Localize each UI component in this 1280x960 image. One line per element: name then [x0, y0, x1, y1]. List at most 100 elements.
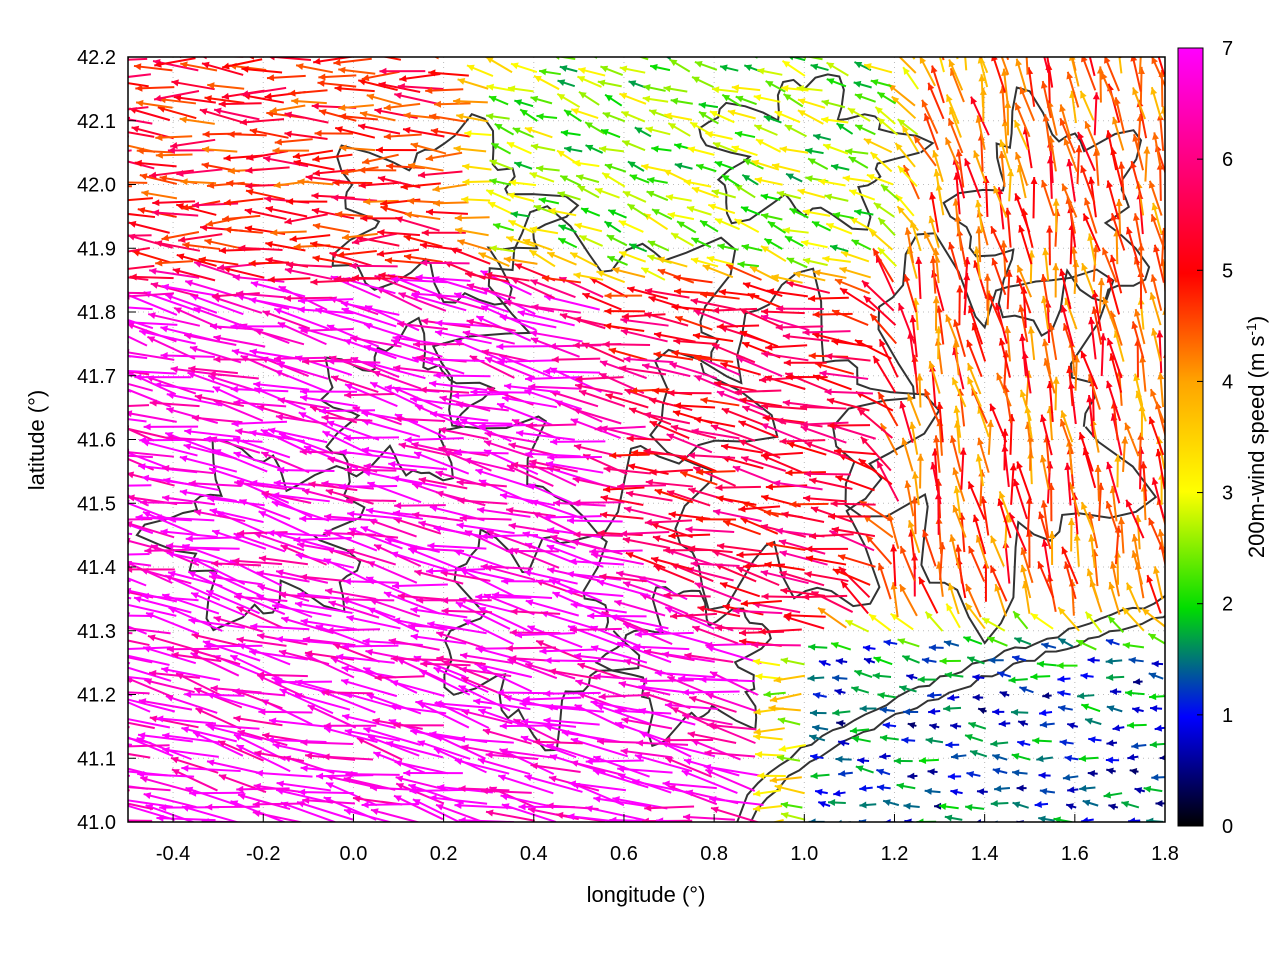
wind-arrow-head	[884, 818, 891, 822]
wind-arrow	[1128, 656, 1144, 664]
wind-arrow-head	[457, 735, 466, 743]
wind-arrow	[1056, 662, 1078, 670]
wind-arrow-shaft	[686, 567, 734, 582]
wind-arrow	[857, 757, 870, 765]
wind-arrow-head	[156, 715, 164, 723]
wind-arrow-head	[1036, 660, 1045, 668]
wind-arrow-head	[596, 704, 604, 711]
wind-arrow-head	[138, 698, 147, 706]
wind-arrow-head	[594, 425, 602, 433]
wind-arrow-head	[1103, 791, 1112, 799]
wind-arrow-head	[206, 590, 215, 597]
wind-arrow	[473, 698, 531, 711]
wind-arrow	[928, 644, 944, 652]
wind-arrow-head	[1036, 755, 1044, 763]
wind-arrow	[873, 656, 893, 666]
wind-arrow-head	[383, 591, 392, 599]
wind-arrow-head	[872, 672, 880, 680]
wind-arrow	[205, 589, 260, 615]
wind-arrow-head	[195, 708, 204, 715]
wind-arrow	[128, 752, 151, 759]
wind-arrow	[899, 400, 914, 443]
wind-arrow-shaft	[708, 797, 764, 806]
wind-arrow-shaft	[499, 748, 555, 775]
wind-arrow-head	[774, 784, 783, 791]
wind-arrow	[393, 721, 444, 729]
wind-arrow-head	[236, 636, 244, 644]
wind-arrow	[882, 799, 900, 807]
terrain-contour-line	[942, 86, 1151, 337]
wind-arrow	[330, 656, 381, 680]
wind-arrow	[1079, 784, 1096, 792]
wind-arrow-head	[1105, 657, 1113, 665]
wind-arrow-head	[139, 329, 147, 336]
wind-arrow-shaft	[128, 691, 150, 695]
wind-arrow-head	[1127, 753, 1135, 761]
wind-arrow-shaft	[544, 659, 601, 663]
wind-arrow	[129, 273, 174, 281]
wind-arrow-head	[458, 685, 467, 692]
wind-arrow-head	[73, 341, 80, 348]
wind-arrow	[132, 249, 172, 264]
wind-arrow	[332, 642, 381, 663]
wind-arrow-shaft	[475, 647, 531, 664]
wind-arrow-head	[316, 772, 324, 780]
wind-arrow-head	[293, 536, 301, 544]
wind-arrow-shaft	[179, 490, 237, 502]
wind-arrow	[1108, 581, 1121, 615]
wind-arrow-shaft	[128, 625, 147, 635]
wind-arrow-shaft	[661, 652, 715, 663]
wind-arrow	[343, 434, 399, 442]
wind-arrow	[626, 435, 671, 443]
wind-arrow	[427, 542, 487, 550]
wind-arrow	[138, 698, 193, 711]
wind-arrow-shaft	[330, 375, 379, 394]
wind-arrow	[195, 707, 242, 730]
wind-arrow-head	[298, 788, 306, 796]
wind-arrow-head	[1105, 501, 1113, 509]
wind-arrow-head	[902, 655, 911, 662]
wind-arrow-head	[374, 674, 382, 682]
wind-arrow	[956, 285, 964, 326]
wind-arrow	[947, 772, 962, 780]
wind-arrow	[1032, 737, 1052, 745]
wind-arrow-shaft	[181, 767, 241, 773]
wind-arrow	[697, 605, 741, 618]
wind-arrow-shaft	[189, 791, 245, 795]
wind-arrow	[434, 700, 492, 709]
wind-arrow-head	[1041, 642, 1049, 650]
wind-arrow-head	[1106, 673, 1114, 681]
wind-arrow	[968, 721, 987, 730]
wind-arrow-head	[805, 545, 813, 553]
wind-arrow-shaft	[128, 341, 129, 344]
wind-arrow-head	[435, 319, 443, 327]
wind-arrow	[396, 657, 447, 683]
wind-arrow	[278, 649, 330, 666]
wind-arrow-shaft	[128, 743, 133, 746]
wind-arrow-shaft	[345, 773, 400, 776]
wind-arrow-shaft	[160, 354, 215, 358]
wind-arrow-head	[1079, 784, 1087, 792]
wind-arrow	[128, 596, 132, 600]
wind-arrow-head	[809, 477, 817, 485]
wind-arrow-head	[105, 716, 113, 723]
wind-arrow	[128, 627, 171, 635]
wind-arrow	[388, 637, 440, 651]
wind-arrow-head	[143, 792, 152, 800]
wind-arrow-shaft	[275, 637, 334, 645]
wind-arrow-shaft	[655, 819, 700, 822]
wind-arrow	[1082, 447, 1097, 489]
wind-arrow-shaft	[128, 701, 151, 713]
wind-arrow	[906, 673, 918, 681]
wind-arrow	[810, 772, 830, 780]
wind-arrow	[514, 631, 576, 639]
wind-arrow	[1038, 709, 1053, 717]
wind-arrow-head	[252, 810, 261, 817]
wind-arrow	[171, 768, 218, 792]
wind-arrow	[1125, 582, 1141, 613]
wind-arrow	[415, 699, 470, 713]
wind-arrow-head	[522, 695, 530, 703]
wind-arrow-head	[1012, 769, 1020, 777]
wind-arrow	[938, 542, 946, 581]
wind-arrow	[279, 688, 334, 715]
